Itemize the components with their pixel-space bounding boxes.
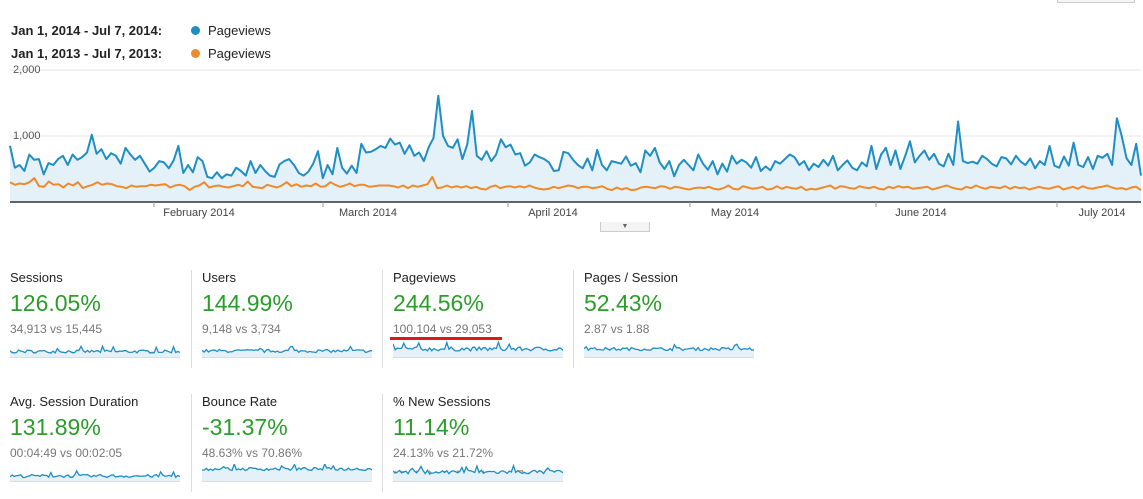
sparkline-line [393,340,563,352]
metric-comparison: 00:04:49 vs 00:02:05 [10,446,123,460]
sparkline [393,464,563,482]
sparkline [202,345,372,358]
sparkline-area [393,465,563,481]
metric-new-sessions[interactable]: % New Sessions 11.14% 24.13% vs 21.72% [382,394,573,492]
metric-comparison: 48.63% vs 70.86% [202,446,303,460]
sparkline [10,344,180,358]
pageviews-line-chart: 2,000 1,000 February 2014 March 2014 April 2… [9,64,1142,219]
x-tick-label: July 2014 [1078,207,1125,219]
metric-users[interactable]: Users 144.99% 9,148 vs 3,734 [191,270,382,368]
metric-change: -31.37% [202,414,288,440]
sparkline [202,464,372,482]
sparkline-area [202,346,372,357]
sparkline-line [393,464,563,475]
x-tick-label: May 2014 [711,207,759,219]
legend-label: Pageviews [208,23,271,38]
metric-name: Pages / Session [584,270,678,285]
y-tick-label: 2,000 [13,64,41,76]
metric-name: Bounce Rate [202,394,278,409]
sparkline-line [10,469,180,479]
series-area-0 [10,95,1141,202]
x-tick-label: June 2014 [895,207,946,219]
legend-range: Jan 1, 2014 - Jul 7, 2014: [11,23,163,38]
metric-comparison: 24.13% vs 21.72% [393,446,494,460]
sparkline-line [10,344,180,354]
metric-change: 144.99% [202,290,293,316]
metric-pages-per-session[interactable]: Pages / Session 52.43% 2.87 vs 1.88 [573,270,764,368]
legend-row-2013: Jan 1, 2013 - Jul 7, 2013: Pageviews [11,42,271,65]
metric-change: 244.56% [393,290,484,316]
metric-change: 131.89% [10,414,101,440]
sparkline [10,469,180,482]
sparkline-line [202,345,372,354]
sparkline-area [584,344,754,357]
legend-label: Pageviews [208,46,271,61]
metric-pageviews[interactable]: Pageviews 244.56% 100,104 vs 29,053 [382,270,573,368]
metric-sessions[interactable]: Sessions 126.05% 34,913 vs 15,445 [0,270,190,368]
metric-name: Sessions [10,270,63,285]
metric-comparison: 2.87 vs 1.88 [584,322,650,336]
series-line-1 [9,175,1142,192]
metric-change: 52.43% [584,290,663,316]
x-tick-label: April 2014 [528,207,578,219]
sparkline-line [202,464,372,472]
x-tick-label: February 2014 [163,207,235,219]
chart-legend: Jan 1, 2014 - Jul 7, 2014: Pageviews Jan… [11,19,271,65]
x-tick-label: March 2014 [339,207,397,219]
legend-dot-icon [191,49,200,58]
y-tick-label: 1,000 [13,130,41,142]
metric-comparison: 100,104 vs 29,053 [393,322,492,336]
metric-name: Users [202,270,236,285]
legend-dot-icon [191,26,200,35]
metric-comparison: 9,148 vs 3,734 [202,322,281,336]
sparkline-line [584,343,754,352]
metric-change: 126.05% [10,290,101,316]
metric-name: Avg. Session Duration [10,394,139,409]
metric-name: Pageviews [393,270,456,285]
sparkline-area [202,464,372,481]
sparkline [393,340,563,358]
sparkline [584,343,754,358]
metric-comparison: 34,913 vs 15,445 [10,322,103,336]
highlight-underline [390,337,502,340]
chart-collapse-tab[interactable]: ▼ [600,222,650,232]
metric-change: 11.14% [393,414,470,440]
metric-avg-session-duration[interactable]: Avg. Session Duration 131.89% 00:04:49 v… [0,394,190,492]
legend-row-2014: Jan 1, 2014 - Jul 7, 2014: Pageviews [11,19,271,42]
caret-down-icon: ▼ [621,223,629,230]
metric-bounce-rate[interactable]: Bounce Rate -31.37% 48.63% vs 70.86% [191,394,382,492]
metric-name: % New Sessions [393,394,491,409]
top-button[interactable] [1057,0,1135,3]
series-line-0 [9,94,1142,180]
legend-range: Jan 1, 2013 - Jul 7, 2013: [11,46,163,61]
